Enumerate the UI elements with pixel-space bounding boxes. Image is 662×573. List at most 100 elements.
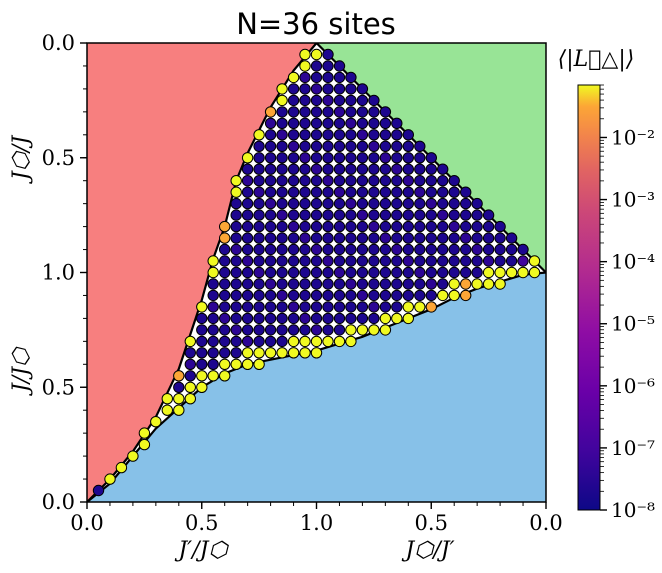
data-point	[437, 232, 449, 244]
data-point	[333, 255, 346, 267]
data-point	[276, 220, 288, 233]
data-point	[322, 94, 334, 107]
data-point	[219, 255, 231, 267]
data-point	[310, 117, 323, 130]
data-point	[379, 186, 392, 198]
data-point	[310, 106, 323, 118]
data-point	[241, 255, 254, 267]
data-point	[276, 197, 288, 210]
data-point	[287, 175, 300, 187]
data-point	[253, 278, 265, 290]
data-point	[253, 266, 265, 279]
data-point	[230, 312, 242, 325]
data-point	[276, 347, 288, 359]
data-point	[310, 289, 323, 302]
data-point	[230, 197, 242, 210]
data-point	[310, 220, 323, 233]
data-point	[345, 209, 357, 221]
data-point	[241, 335, 254, 348]
data-point	[219, 312, 231, 325]
data-point	[368, 129, 380, 141]
data-point	[299, 243, 311, 256]
data-point	[322, 278, 334, 290]
x-axis-label-right: J⬡/J′	[401, 538, 454, 563]
data-point	[402, 152, 414, 164]
data-point	[207, 324, 219, 336]
data-point	[482, 232, 495, 244]
data-point	[333, 335, 346, 348]
data-point	[230, 278, 242, 290]
region-left	[87, 43, 317, 502]
data-point	[379, 324, 392, 336]
data-point	[253, 152, 265, 164]
data-point	[414, 209, 426, 221]
data-point	[276, 312, 288, 325]
data-point	[310, 243, 323, 256]
data-point	[494, 220, 506, 233]
data-point	[287, 83, 300, 95]
data-point	[505, 266, 518, 279]
data-point	[345, 83, 357, 95]
data-point	[333, 129, 346, 141]
data-point	[219, 266, 231, 279]
data-point	[333, 289, 346, 302]
data-point	[505, 255, 518, 267]
data-point	[299, 48, 311, 61]
data-point	[482, 278, 495, 290]
data-point	[402, 175, 414, 187]
data-point	[264, 278, 277, 290]
data-point	[379, 266, 392, 279]
data-point	[241, 289, 254, 302]
data-point	[425, 175, 437, 187]
data-point	[414, 289, 426, 302]
data-point	[368, 140, 380, 153]
y-axis-label-bottom: J/J⬡	[9, 346, 34, 396]
data-point	[437, 175, 449, 187]
data-point	[460, 186, 472, 198]
data-point	[173, 393, 185, 405]
data-point	[310, 301, 323, 313]
data-point	[368, 106, 380, 118]
data-point	[299, 117, 311, 130]
colorbar-tick-label: 10⁻⁵	[611, 312, 655, 336]
data-point	[368, 324, 380, 336]
data-point	[219, 243, 231, 256]
data-point	[379, 129, 392, 141]
colorbar-ticks: 10⁻⁸ 10⁻⁷ 10⁻⁶ 10⁻⁵ 10⁻⁴ 10⁻³ 10⁻²	[600, 84, 655, 522]
data-point	[517, 266, 529, 279]
data-point	[299, 232, 311, 244]
data-point	[402, 186, 414, 198]
data-point	[299, 209, 311, 221]
data-point	[425, 163, 437, 175]
data-point	[402, 129, 414, 141]
data-point	[276, 266, 288, 279]
data-point	[264, 232, 277, 244]
data-point	[482, 266, 495, 279]
x-tick-label: 0.0	[70, 511, 103, 535]
data-point	[356, 255, 369, 267]
data-point	[379, 243, 392, 256]
data-point	[310, 83, 323, 95]
data-point	[425, 289, 437, 302]
data-point	[230, 289, 242, 302]
data-point	[437, 255, 449, 267]
data-point	[460, 220, 472, 233]
data-point	[264, 312, 277, 325]
data-point	[264, 106, 277, 118]
data-point	[391, 266, 403, 279]
data-point	[276, 232, 288, 244]
data-point	[196, 347, 208, 359]
data-point	[264, 243, 277, 256]
data-point	[460, 243, 472, 256]
data-point	[414, 152, 426, 164]
data-point	[264, 197, 277, 210]
data-point	[299, 175, 311, 187]
data-point	[437, 197, 449, 210]
data-point	[253, 175, 265, 187]
data-point	[391, 220, 403, 233]
data-point	[402, 163, 414, 175]
data-point	[333, 243, 346, 256]
data-point	[207, 278, 219, 290]
data-point	[230, 220, 242, 233]
data-point	[287, 335, 300, 348]
